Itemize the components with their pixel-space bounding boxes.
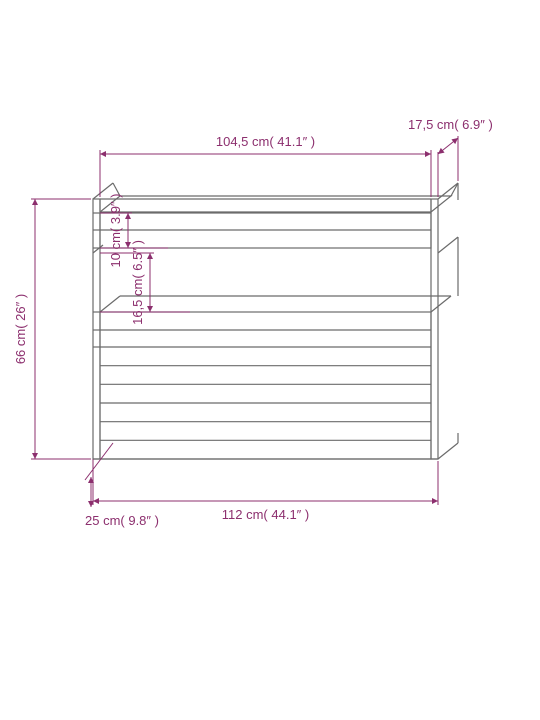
front-face [93, 199, 438, 459]
dim-depth-top: 17,5 cm( 6.9″ ) [408, 117, 493, 132]
dim-gap-h: 16,5 cm( 6.5″ ) [130, 240, 145, 325]
dim-bottom-d: 25 cm( 9.8″ ) [85, 513, 159, 528]
planter-drawing [93, 199, 438, 459]
dim-bottom-w: 112 cm( 44.1″ ) [222, 507, 309, 522]
dim-band-h: 10 cm( 3.9″ ) [108, 194, 123, 268]
dim-height: 66 cm( 26″ ) [13, 294, 28, 364]
dim-width-top: 104,5 cm( 41.1″ ) [216, 134, 315, 149]
